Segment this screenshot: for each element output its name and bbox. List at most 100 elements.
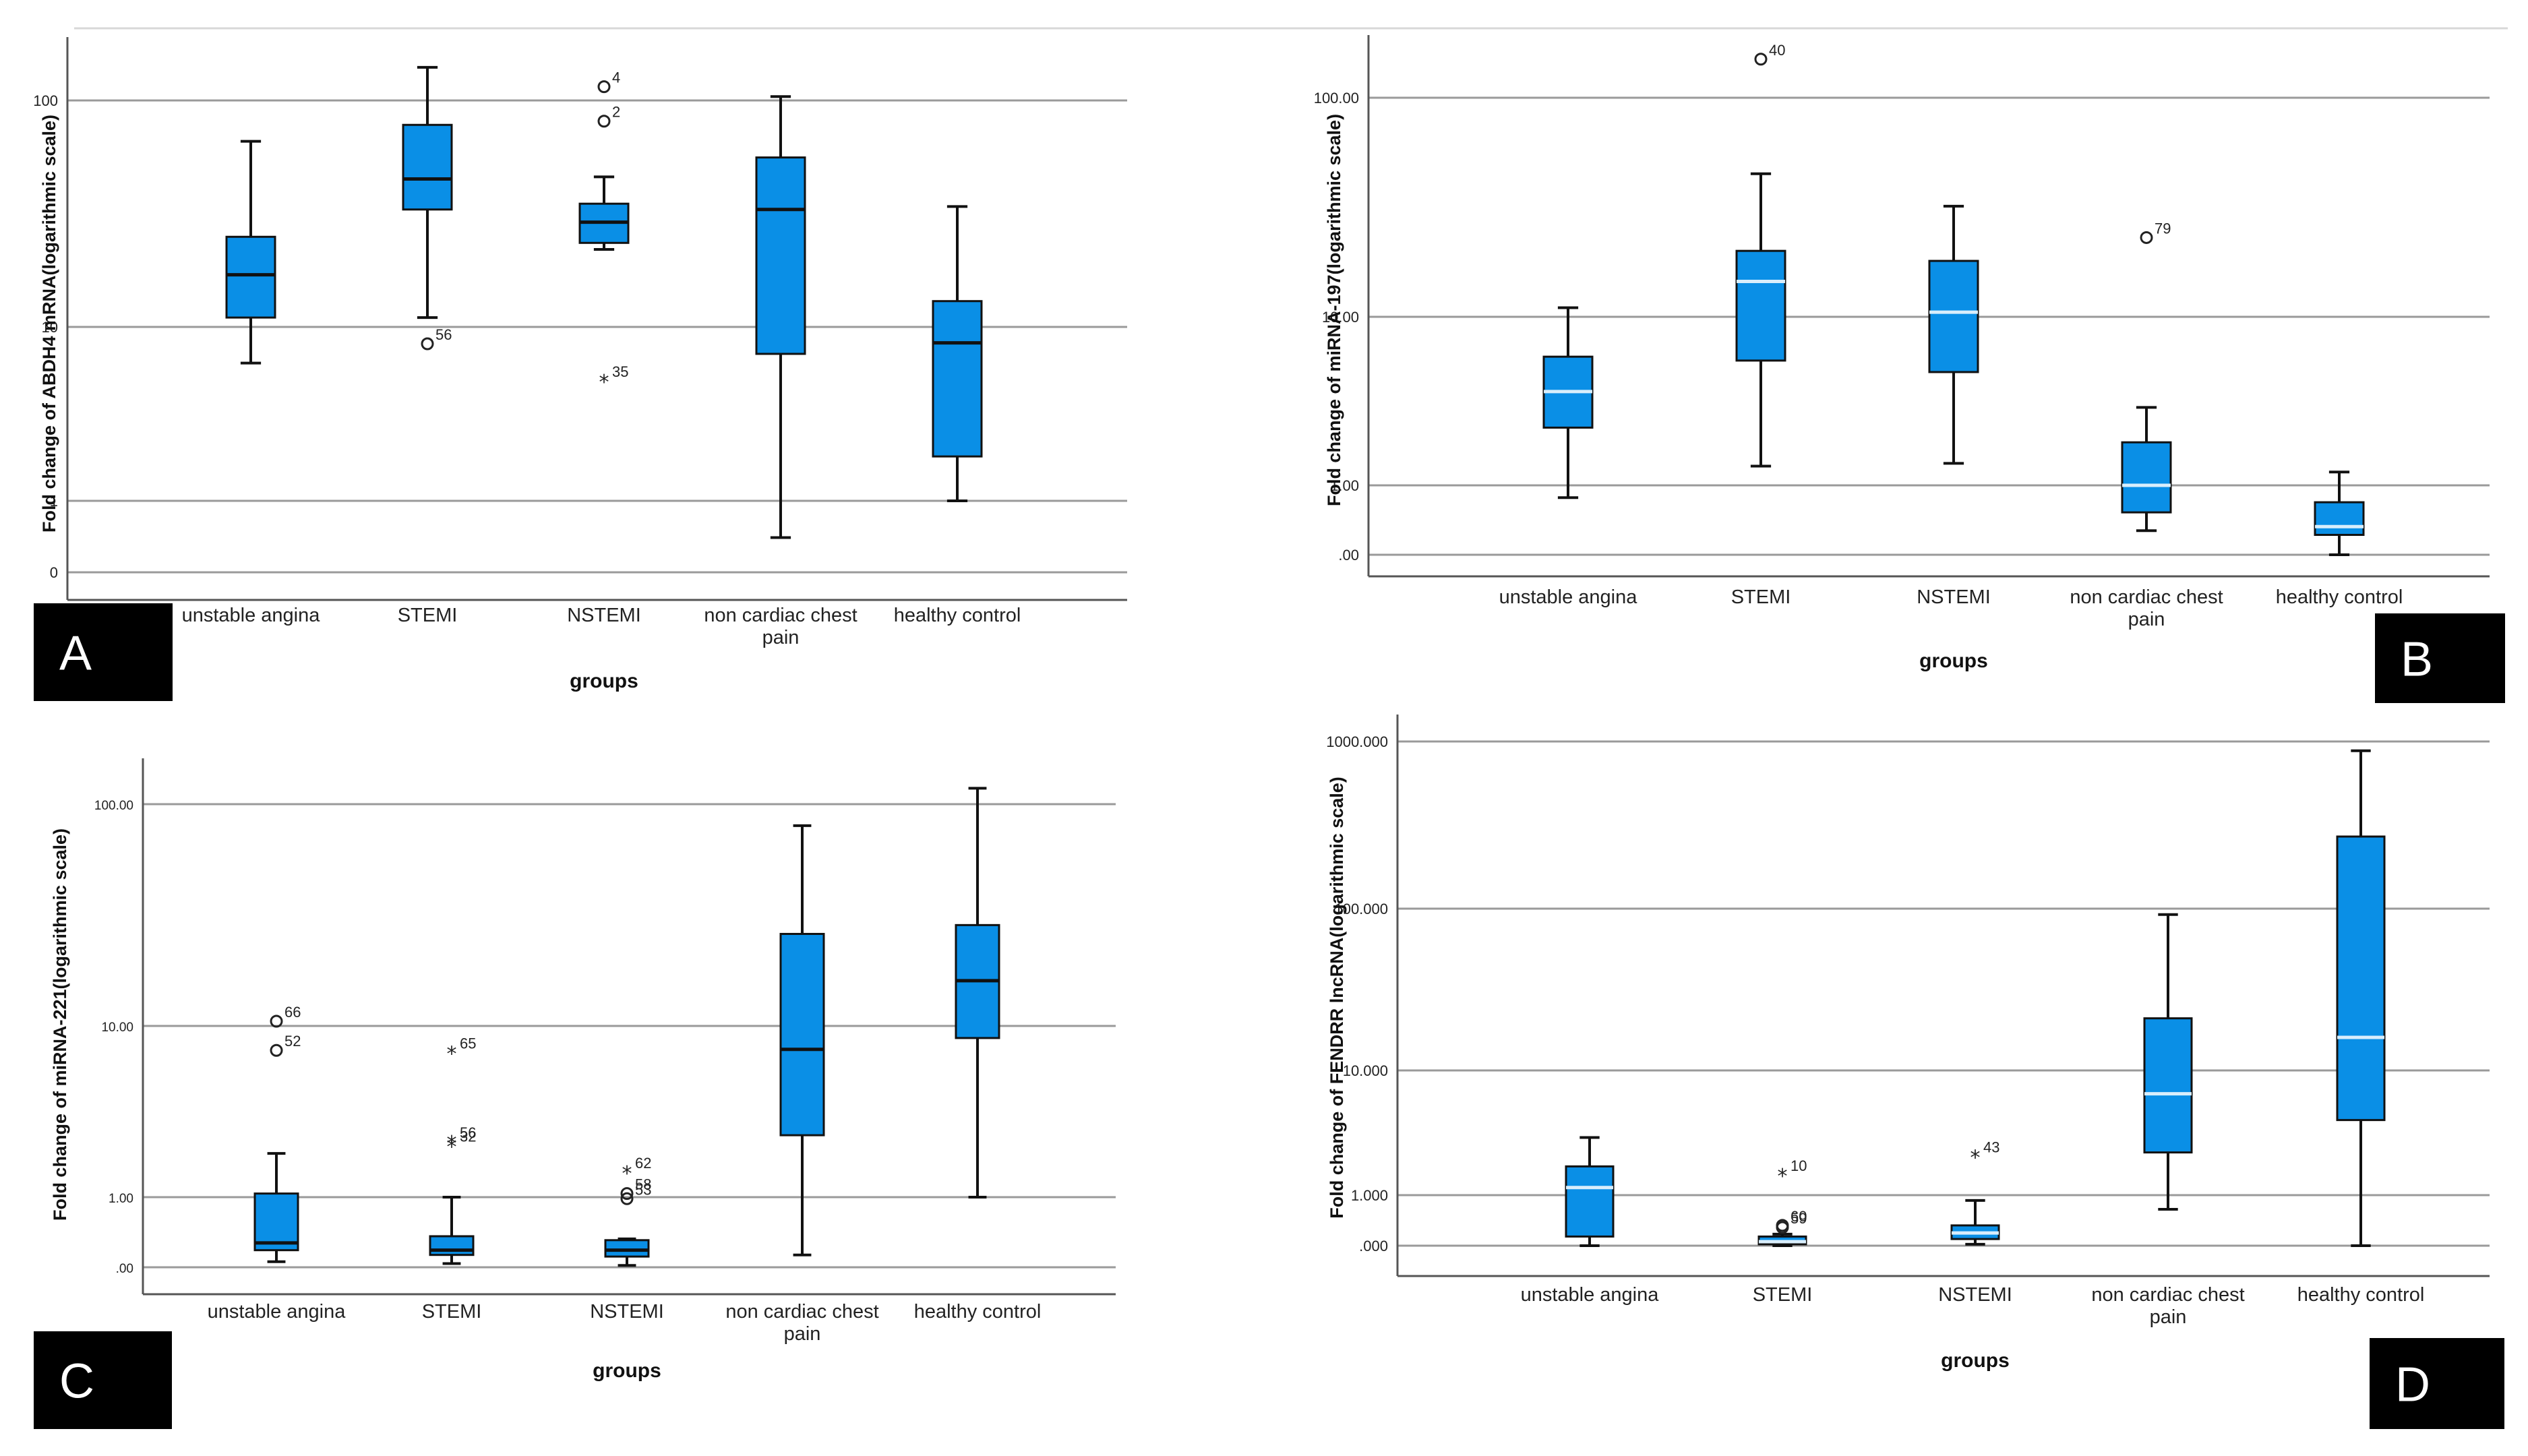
x-tick-label: STEMI [398, 605, 458, 626]
outlier-star: * [1970, 1146, 1981, 1170]
outlier-label: 60 [1790, 1208, 1807, 1225]
box-iqr [1735, 249, 1786, 362]
panel-letter-box [34, 603, 173, 701]
panel-letter-box [34, 1331, 172, 1429]
outlier-star: * [622, 1162, 632, 1186]
x-axis-label: groups [593, 1360, 661, 1382]
x-tick-label: unstable angina [208, 1301, 347, 1323]
outlier-label: 35 [612, 363, 628, 380]
outlier-star: * [447, 1042, 457, 1066]
panel-letter: D [2395, 1358, 2430, 1412]
x-tick-label: healthy control [914, 1301, 1042, 1323]
outlier-circle [270, 1043, 283, 1057]
outlier-label: 58 [635, 1176, 651, 1193]
box-iqr [402, 123, 453, 211]
y-tick-label: 1 [50, 493, 58, 510]
outlier-label: 59 [1790, 1210, 1807, 1227]
outlier-circle [2140, 231, 2153, 244]
outlier-label: 2 [612, 104, 620, 121]
outlier-label: 43 [1983, 1139, 1999, 1155]
y-tick-label: .000 [1359, 1238, 1388, 1254]
y-tick-label: 10 [42, 319, 58, 336]
x-tick-label: NSTEMI [1938, 1284, 2012, 1306]
y-tick-label: 100 [33, 92, 58, 109]
y-axis-label: Fold change of miRNA-197(logarithmic sca… [1324, 114, 1344, 506]
panel-letter-box [2375, 613, 2505, 703]
panel-letter: C [59, 1355, 94, 1409]
outlier-label: 65 [460, 1035, 476, 1052]
box-iqr [755, 156, 806, 355]
y-tick-label: 1.000 [1351, 1187, 1388, 1204]
box-iqr [2336, 835, 2386, 1122]
outlier-star: * [447, 1132, 457, 1155]
x-tick-label: NSTEMI [567, 605, 641, 626]
box-iqr [253, 1192, 299, 1252]
y-tick-label: 10.00 [1322, 309, 1359, 326]
y-axis-label: Fold change of miRNA-221(logarithmic sca… [50, 828, 70, 1221]
outlier-star: * [1778, 1165, 1788, 1188]
box-iqr [932, 300, 983, 458]
x-tick-label: STEMI [1731, 586, 1791, 608]
outlier-label: 62 [635, 1155, 651, 1172]
outlier-circle [421, 337, 434, 351]
outlier-label: 40 [1769, 42, 1785, 59]
outlier-circle [620, 1192, 634, 1205]
outlier-circle [1776, 1221, 1789, 1234]
outlier-label: 53 [635, 1181, 651, 1198]
y-tick-label: 100.00 [1314, 90, 1359, 107]
panel-letter: A [59, 627, 92, 681]
x-axis-label: groups [1919, 650, 1988, 672]
outlier-circle [1754, 53, 1768, 66]
outlier-label: 66 [284, 1004, 301, 1021]
outlier-circle [597, 115, 611, 128]
x-tick-label: non cardiac chest pain [2091, 1284, 2244, 1328]
x-axis-label: groups [570, 670, 638, 692]
y-tick-label: 1000.000 [1326, 733, 1388, 750]
y-tick-label: 1.00 [109, 1192, 133, 1206]
box-iqr [2314, 501, 2365, 537]
x-tick-label: unstable angina [182, 605, 321, 626]
outlier-label: 56 [460, 1124, 476, 1141]
outlier-label: 52 [284, 1033, 301, 1050]
outlier-label: 79 [2155, 220, 2171, 237]
x-tick-label: STEMI [422, 1301, 482, 1323]
x-tick-label: unstable angina [1499, 586, 1638, 608]
x-tick-label: unstable angina [1521, 1284, 1660, 1306]
panel-letter-box [2370, 1338, 2504, 1429]
y-axis-label: Fold change of ABDH4 mRNA(logarithmic sc… [39, 115, 59, 533]
y-axis-label: Fold change of FENDRR lncRNA(logarithmic… [1327, 777, 1347, 1219]
x-axis-label: groups [1941, 1349, 2010, 1372]
outlier-star: * [447, 1136, 457, 1159]
y-tick-label: .00 [116, 1262, 133, 1276]
y-tick-label: 0 [50, 564, 58, 581]
x-tick-label: NSTEMI [1917, 586, 1991, 608]
x-tick-label: non cardiac chest pain [704, 605, 857, 648]
x-tick-label: STEMI [1753, 1284, 1813, 1306]
y-tick-label: 1.00 [1330, 477, 1359, 494]
box-iqr [1565, 1165, 1615, 1238]
box-iqr [2121, 441, 2172, 514]
y-tick-label: 10.00 [101, 1021, 133, 1035]
box-iqr [779, 932, 825, 1136]
outlier-circle [597, 80, 611, 94]
outlier-label: 32 [460, 1128, 476, 1145]
y-tick-label: 100.00 [94, 799, 133, 813]
x-tick-label: non cardiac chest pain [2070, 586, 2223, 630]
x-tick-label: healthy control [2297, 1284, 2425, 1306]
panel-letter: B [2401, 633, 2433, 687]
outlier-label: 4 [612, 69, 620, 86]
x-tick-label: healthy control [2276, 586, 2403, 608]
y-tick-label: 10.000 [1343, 1062, 1388, 1079]
x-tick-label: non cardiac chest pain [725, 1301, 878, 1345]
x-tick-label: NSTEMI [590, 1301, 664, 1323]
box-iqr [1928, 260, 1979, 373]
box-iqr [225, 235, 276, 319]
x-tick-label: healthy control [894, 605, 1021, 626]
outlier-circle [270, 1014, 283, 1028]
outlier-label: 56 [435, 326, 452, 343]
y-tick-label: 100.000 [1334, 901, 1388, 917]
box-iqr [604, 1239, 650, 1258]
outlier-label: 10 [1790, 1157, 1807, 1174]
outlier-circle [620, 1187, 634, 1201]
